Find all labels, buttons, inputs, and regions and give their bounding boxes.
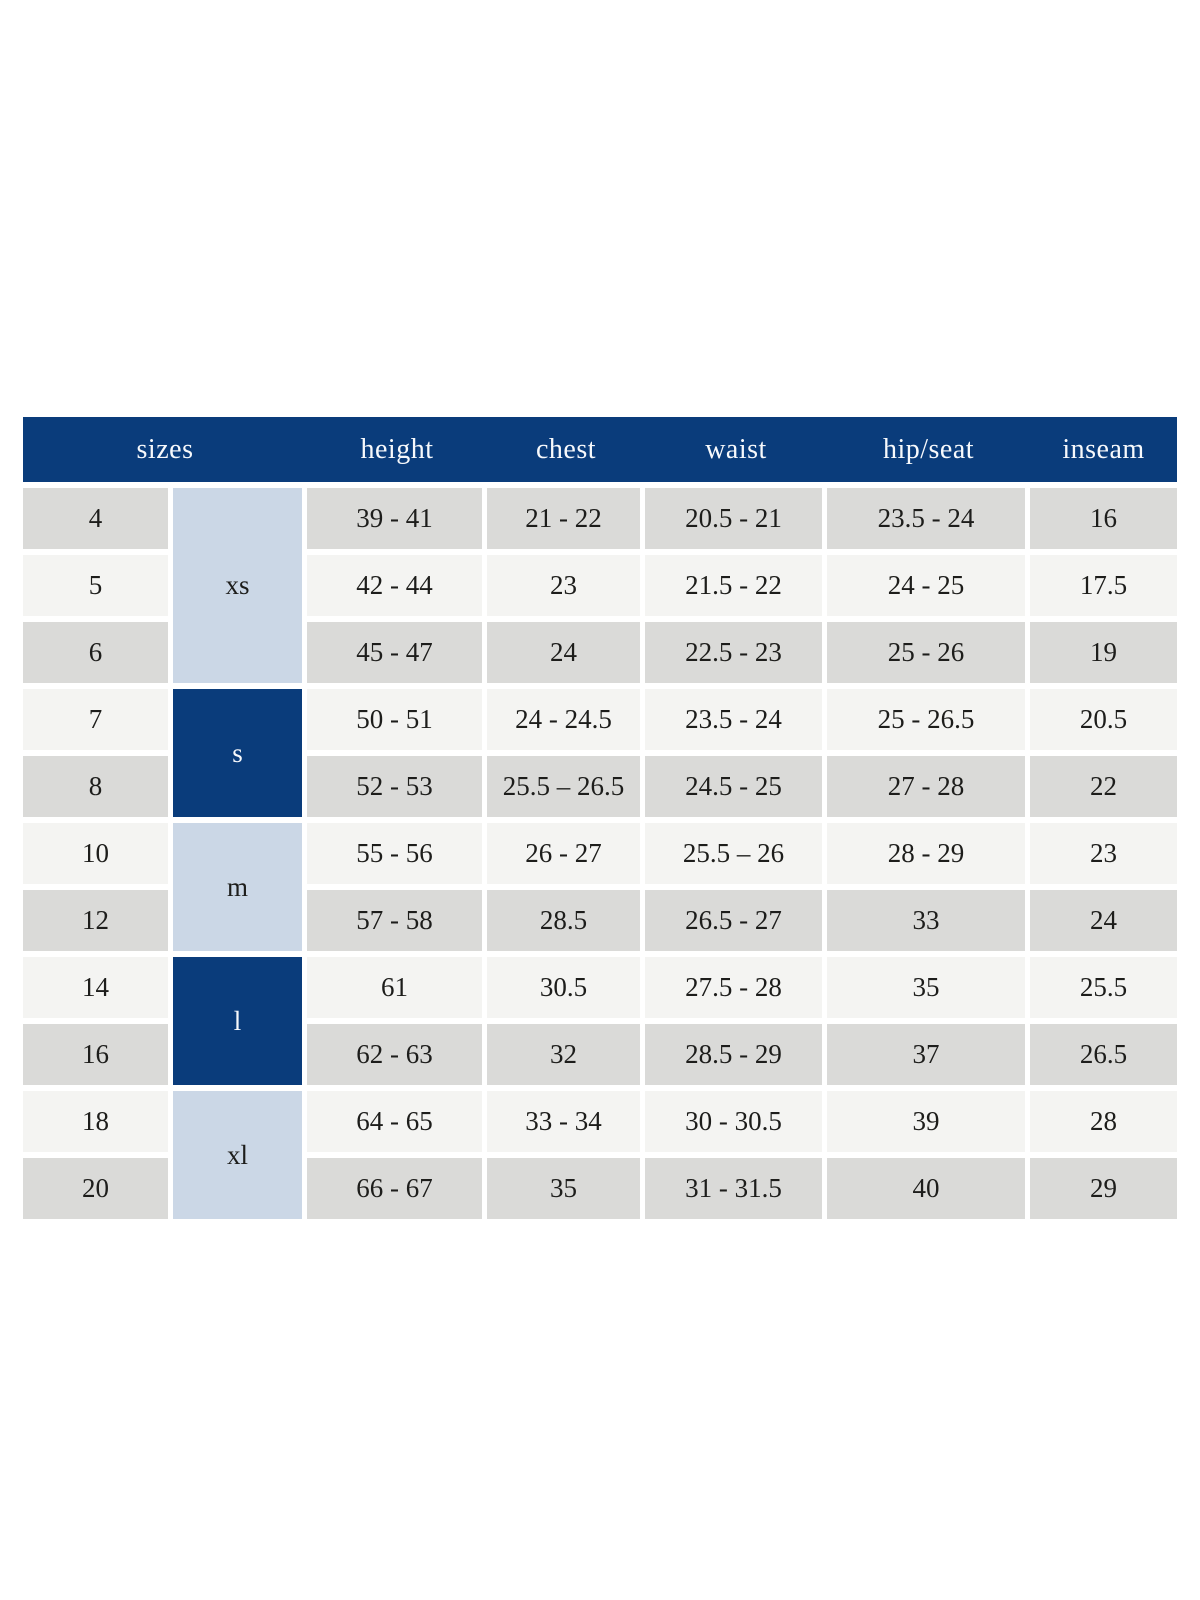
waist-cell: 31 - 31.5 (645, 1152, 827, 1219)
waist-cell: 20.5 - 21 (645, 482, 827, 549)
size-cell: 5 (23, 549, 173, 616)
inseam-cell: 16 (1030, 482, 1177, 549)
waist-cell: 30 - 30.5 (645, 1085, 827, 1152)
header-cell-waist: waist (645, 417, 827, 482)
size-cell: 20 (23, 1152, 173, 1219)
chest-cell: 30.5 (487, 951, 645, 1018)
chest-cell: 25.5 – 26.5 (487, 750, 645, 817)
inseam-cell: 17.5 (1030, 549, 1177, 616)
height-cell: 57 - 58 (307, 884, 487, 951)
inseam-cell: 19 (1030, 616, 1177, 683)
height-cell: 66 - 67 (307, 1152, 487, 1219)
height-cell: 52 - 53 (307, 750, 487, 817)
height-cell: 45 - 47 (307, 616, 487, 683)
inseam-cell: 24 (1030, 884, 1177, 951)
waist-cell: 25.5 – 26 (645, 817, 827, 884)
table-row: 14 l 61 30.5 27.5 - 28 35 25.5 (23, 951, 1177, 1085)
size-cell: 8 (23, 750, 173, 817)
header-cell-sizes: sizes (23, 417, 307, 482)
hip-seat-cell: 27 - 28 (827, 750, 1030, 817)
size-cell: 7 (23, 683, 173, 750)
inseam-cell: 25.5 (1030, 951, 1177, 1018)
size-cell: 14 (23, 951, 173, 1018)
size-cell: 10 (23, 817, 173, 884)
inseam-cell: 26.5 (1030, 1018, 1177, 1085)
hip-seat-cell: 35 (827, 951, 1030, 1018)
table-row: 10 m 55 - 56 26 - 27 25.5 – 26 28 - 29 2… (23, 817, 1177, 951)
hip-seat-cell: 25 - 26.5 (827, 683, 1030, 750)
inseam-cell: 22 (1030, 750, 1177, 817)
chest-cell: 28.5 (487, 884, 645, 951)
size-cell: 16 (23, 1018, 173, 1085)
height-cell: 50 - 51 (307, 683, 487, 750)
hip-seat-cell: 40 (827, 1152, 1030, 1219)
hip-seat-cell: 33 (827, 884, 1030, 951)
height-cell: 62 - 63 (307, 1018, 487, 1085)
table-row: 6 45 - 47 24 22.5 - 23 25 - 26 19 (23, 616, 1177, 683)
waist-cell: 22.5 - 23 (645, 616, 827, 683)
hip-seat-cell: 28 - 29 (827, 817, 1030, 884)
hip-seat-cell: 37 (827, 1018, 1030, 1085)
size-group-cell-m: m (173, 817, 307, 951)
header-cell-inseam: inseam (1030, 417, 1177, 482)
chest-cell: 24 - 24.5 (487, 683, 645, 750)
size-chart-table: sizes height chest waist hip/seat inseam… (23, 417, 1177, 1219)
header-cell-hip-seat: hip/seat (827, 417, 1030, 482)
table-row: 12 57 - 58 28.5 26.5 - 27 33 24 (23, 884, 1177, 951)
chest-cell: 26 - 27 (487, 817, 645, 884)
height-cell: 64 - 65 (307, 1085, 487, 1152)
chest-cell: 21 - 22 (487, 482, 645, 549)
hip-seat-cell: 24 - 25 (827, 549, 1030, 616)
waist-cell: 21.5 - 22 (645, 549, 827, 616)
header-cell-chest: chest (487, 417, 645, 482)
chest-cell: 35 (487, 1152, 645, 1219)
table-row: 5 42 - 44 23 21.5 - 22 24 - 25 17.5 (23, 549, 1177, 616)
waist-cell: 27.5 - 28 (645, 951, 827, 1018)
inseam-cell: 23 (1030, 817, 1177, 884)
size-chart: sizes height chest waist hip/seat inseam… (23, 417, 1177, 1219)
size-group-cell-l: l (173, 951, 307, 1085)
table-row: 16 62 - 63 32 28.5 - 29 37 26.5 (23, 1018, 1177, 1085)
inseam-cell: 20.5 (1030, 683, 1177, 750)
hip-seat-cell: 23.5 - 24 (827, 482, 1030, 549)
chest-cell: 32 (487, 1018, 645, 1085)
size-cell: 12 (23, 884, 173, 951)
waist-cell: 24.5 - 25 (645, 750, 827, 817)
chest-cell: 23 (487, 549, 645, 616)
height-cell: 55 - 56 (307, 817, 487, 884)
header-cell-height: height (307, 417, 487, 482)
height-cell: 61 (307, 951, 487, 1018)
chest-cell: 33 - 34 (487, 1085, 645, 1152)
table-row: 8 52 - 53 25.5 – 26.5 24.5 - 25 27 - 28 … (23, 750, 1177, 817)
size-group-cell-xl: xl (173, 1085, 307, 1219)
size-cell: 6 (23, 616, 173, 683)
hip-seat-cell: 39 (827, 1085, 1030, 1152)
waist-cell: 23.5 - 24 (645, 683, 827, 750)
table-row: 20 66 - 67 35 31 - 31.5 40 29 (23, 1152, 1177, 1219)
chest-cell: 24 (487, 616, 645, 683)
table-row: 4 xs 39 - 41 21 - 22 20.5 - 21 23.5 - 24… (23, 482, 1177, 683)
inseam-cell: 29 (1030, 1152, 1177, 1219)
height-cell: 42 - 44 (307, 549, 487, 616)
waist-cell: 28.5 - 29 (645, 1018, 827, 1085)
height-cell: 39 - 41 (307, 482, 487, 549)
table-row: 18 xl 64 - 65 33 - 34 30 - 30.5 39 28 (23, 1085, 1177, 1219)
size-group-cell-s: s (173, 683, 307, 817)
header-row: sizes height chest waist hip/seat inseam (23, 417, 1177, 482)
hip-seat-cell: 25 - 26 (827, 616, 1030, 683)
size-group-cell-xs: xs (173, 482, 307, 683)
table-row: 7 s 50 - 51 24 - 24.5 23.5 - 24 25 - 26.… (23, 683, 1177, 817)
inseam-cell: 28 (1030, 1085, 1177, 1152)
size-cell: 18 (23, 1085, 173, 1152)
size-cell: 4 (23, 482, 173, 549)
waist-cell: 26.5 - 27 (645, 884, 827, 951)
